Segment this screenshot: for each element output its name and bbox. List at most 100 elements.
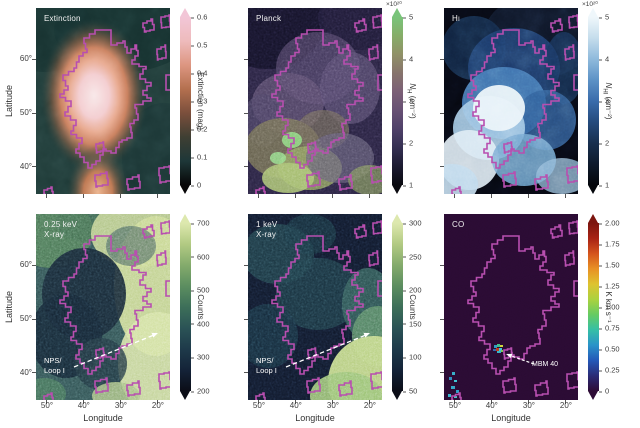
colorbar-tick-label: 1.25 (599, 282, 620, 291)
x-tick-mark (258, 194, 260, 198)
colorbar-tick-label: 300 (191, 353, 210, 362)
panel-xray-hard: 1 keV X-ray NPS/Loop I (244, 214, 382, 404)
panel-planck: Planck (244, 8, 382, 198)
colorbar-tick-label: 3 (598, 97, 609, 106)
x-tick-mark (295, 400, 297, 404)
colorbar-tick-label: 1.50 (599, 261, 620, 270)
colorbar-arrow-down (392, 185, 402, 194)
colorbar-tick-label: 2 (598, 139, 609, 148)
colorbar-tick-label: 0.75 (599, 324, 620, 333)
co-map-image (444, 214, 578, 400)
colorbar-tick-label: 2 (402, 139, 413, 148)
y-axis-label-row1: Latitude (4, 84, 14, 118)
colorbar-tick-label: 3 (402, 97, 413, 106)
colorbar-tick-label: 700 (191, 219, 210, 228)
colorbar-gradient (588, 223, 599, 391)
x-tick-label: 20° (363, 401, 376, 410)
x-tick-mark (369, 400, 371, 404)
colorbar-arrow-up (588, 214, 598, 223)
colorbar-gradient (588, 17, 599, 185)
x-tick-mark (454, 400, 456, 404)
colorbar-tick-label: 250 (403, 252, 422, 261)
panel-co: CO MBM 40 (440, 214, 578, 404)
colorbar-tick-label: 200 (191, 387, 210, 396)
colorbar-label: NHI (cm⁻²) (601, 82, 613, 120)
y-tick-label: 60° (19, 54, 32, 64)
colorbar-tick-label: 1.00 (599, 303, 620, 312)
x-tick-mark (528, 194, 530, 198)
colorbar-label: Extinction (mag) (196, 72, 205, 130)
colorbar-exponent: ×10²⁰ (386, 1, 402, 8)
colorbar-tick-label: 5 (402, 13, 413, 22)
colorbar-arrow-down (180, 391, 190, 400)
planck-map-image (248, 8, 382, 194)
x-tick-label: 20° (151, 401, 164, 410)
x-tick-mark (332, 400, 334, 404)
colorbar-arrow-up (588, 8, 598, 17)
x-tick-label: 50° (448, 401, 462, 410)
colorbar-gradient (392, 223, 403, 391)
colorbar-tick-label: 0.5 (190, 41, 207, 50)
x-axis-label-col1: Longitude (83, 413, 123, 423)
colorbar-tick-label: 0.3 (190, 97, 207, 106)
y-tick-mark (244, 112, 248, 114)
x-tick-mark (258, 400, 260, 404)
x-tick-label: 30° (114, 401, 127, 410)
panel-label-xray-soft: 0.25 keV X-ray (44, 220, 78, 239)
colorbar-label: K km s⁻¹ (604, 291, 613, 323)
colorbar-arrow-down (588, 391, 598, 400)
x-tick-mark (120, 194, 122, 198)
colorbar-xray-soft: 700 600 500 400 300 200 Counts (180, 214, 210, 400)
colorbar-arrow-down (588, 185, 598, 194)
panel-label-planck: Planck (256, 14, 282, 23)
colorbar-tick-label: 1 (598, 181, 609, 190)
colorbar-tick-label: 4 (402, 55, 413, 64)
colorbar-tick-label: 150 (403, 319, 422, 328)
colorbar-tick-label: 100 (403, 353, 422, 362)
panel-label-xray-hard: 1 keV X-ray (256, 220, 278, 239)
x-tick-label: 40° (485, 401, 498, 410)
colorbar-arrow-up (180, 8, 190, 17)
colorbar-arrow-down (392, 391, 402, 400)
colorbar-extinction: 0.6 0.5 0.4 0.3 0.2 0.1 0 Extinction (mag) (180, 8, 207, 194)
colorbar-tick-label: 50 (402, 387, 417, 396)
y-tick-mark (244, 318, 248, 320)
x-tick-mark (120, 400, 122, 404)
y-tick-mark (32, 264, 36, 266)
colorbar-ticks: 5 4 3 2 1 (598, 13, 631, 190)
x-tick-mark (46, 194, 48, 198)
x-tick-label: 50° (40, 401, 54, 410)
colorbar-gradient (392, 17, 403, 185)
y-tick-label: 50° (19, 108, 32, 118)
y-tick-mark (440, 318, 444, 320)
colorbar-arrow-down (180, 185, 190, 194)
colorbar-tick-label: 200 (403, 286, 422, 295)
x-tick-mark (295, 194, 297, 198)
x-tick-label: 40° (77, 401, 90, 410)
panel-label-co: CO (452, 220, 465, 229)
colorbar-tick-label: 600 (191, 252, 210, 261)
y-tick-mark (32, 58, 36, 60)
x-tick-label: 20° (559, 401, 572, 410)
colorbar-ticks: 0.6 0.5 0.4 0.3 0.2 0.1 0 (190, 13, 223, 190)
annotation-nps-loop1: NPS/Loop I (44, 356, 65, 375)
colorbar-tick-label: 2.00 (599, 219, 620, 228)
x-tick-mark (565, 194, 567, 198)
annotation-mbm40: MBM 40 (532, 361, 559, 368)
panel-label-hi: HI (452, 14, 460, 23)
colorbar-exponent: ×10²⁰ (582, 1, 598, 8)
y-tick-mark (32, 166, 36, 168)
colorbar-ticks: 300 250 200 150 100 50 (402, 219, 435, 396)
hi-map-image (444, 8, 578, 194)
y-tick-mark (244, 372, 248, 374)
colorbar-tick-label: 0 (598, 387, 609, 396)
x-tick-mark (46, 400, 48, 404)
x-tick-mark (157, 194, 159, 198)
colorbar-arrow-up (180, 214, 190, 223)
x-tick-mark (83, 194, 85, 198)
y-tick-mark (32, 318, 36, 320)
y-tick-mark (32, 112, 36, 114)
x-tick-label: 50° (252, 401, 266, 410)
colorbar-xray-hard: 300 250 200 150 100 50 Counts (392, 214, 422, 400)
colorbar-gradient (180, 17, 191, 185)
